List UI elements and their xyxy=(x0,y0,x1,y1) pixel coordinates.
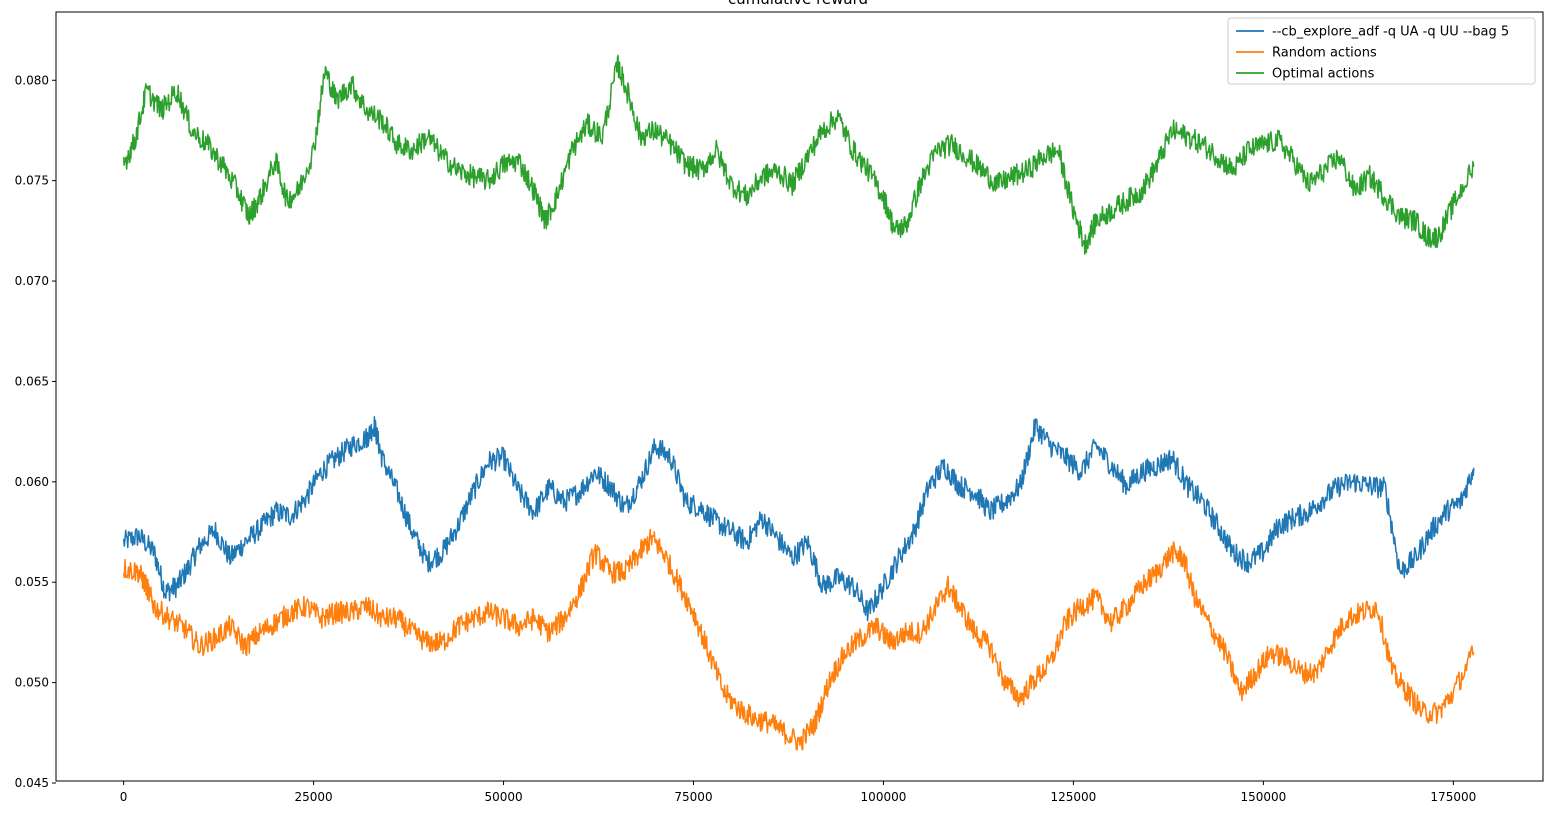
y-tick-label: 0.065 xyxy=(15,374,49,388)
legend: --cb_explore_adf -q UA -q UU --bag 5 Rand… xyxy=(1227,17,1536,85)
y-tick-label: 0.080 xyxy=(15,73,49,87)
x-tick-label: 100000 xyxy=(861,790,907,804)
x-tick-label: 50000 xyxy=(484,790,522,804)
x-tick-label: 175000 xyxy=(1430,790,1476,804)
y-tick-label: 0.055 xyxy=(15,575,49,589)
legend-label: Random actions xyxy=(1272,46,1377,61)
chart-title: cumulative reward xyxy=(728,0,868,8)
axes: 0 25000 50000 75000 100000 125000 150000 175000… xyxy=(15,11,1544,804)
plot-area xyxy=(122,54,1475,751)
x-tick-label: 25000 xyxy=(294,790,332,804)
x-tick-label: 125000 xyxy=(1051,790,1097,804)
legend-box xyxy=(1227,17,1536,85)
series-line-1 xyxy=(122,528,1475,751)
x-tick-label: 0 xyxy=(120,790,128,804)
x-tick-label: 150000 xyxy=(1240,790,1286,804)
y-tick-label: 0.060 xyxy=(15,475,49,489)
legend-label: --cb_explore_adf -q UA -q UU --bag 5 xyxy=(1272,25,1509,40)
y-tick-label: 0.070 xyxy=(15,274,49,288)
x-tick-label: 75000 xyxy=(674,790,712,804)
series-line-2 xyxy=(122,54,1475,255)
y-tick-label: 0.050 xyxy=(15,676,49,690)
y-tick-label: 0.075 xyxy=(15,174,49,188)
axes-frame xyxy=(55,11,1544,782)
y-tick-label: 0.045 xyxy=(15,776,49,790)
legend-label: Optimal actions xyxy=(1272,67,1375,82)
series-line-0 xyxy=(122,416,1475,622)
